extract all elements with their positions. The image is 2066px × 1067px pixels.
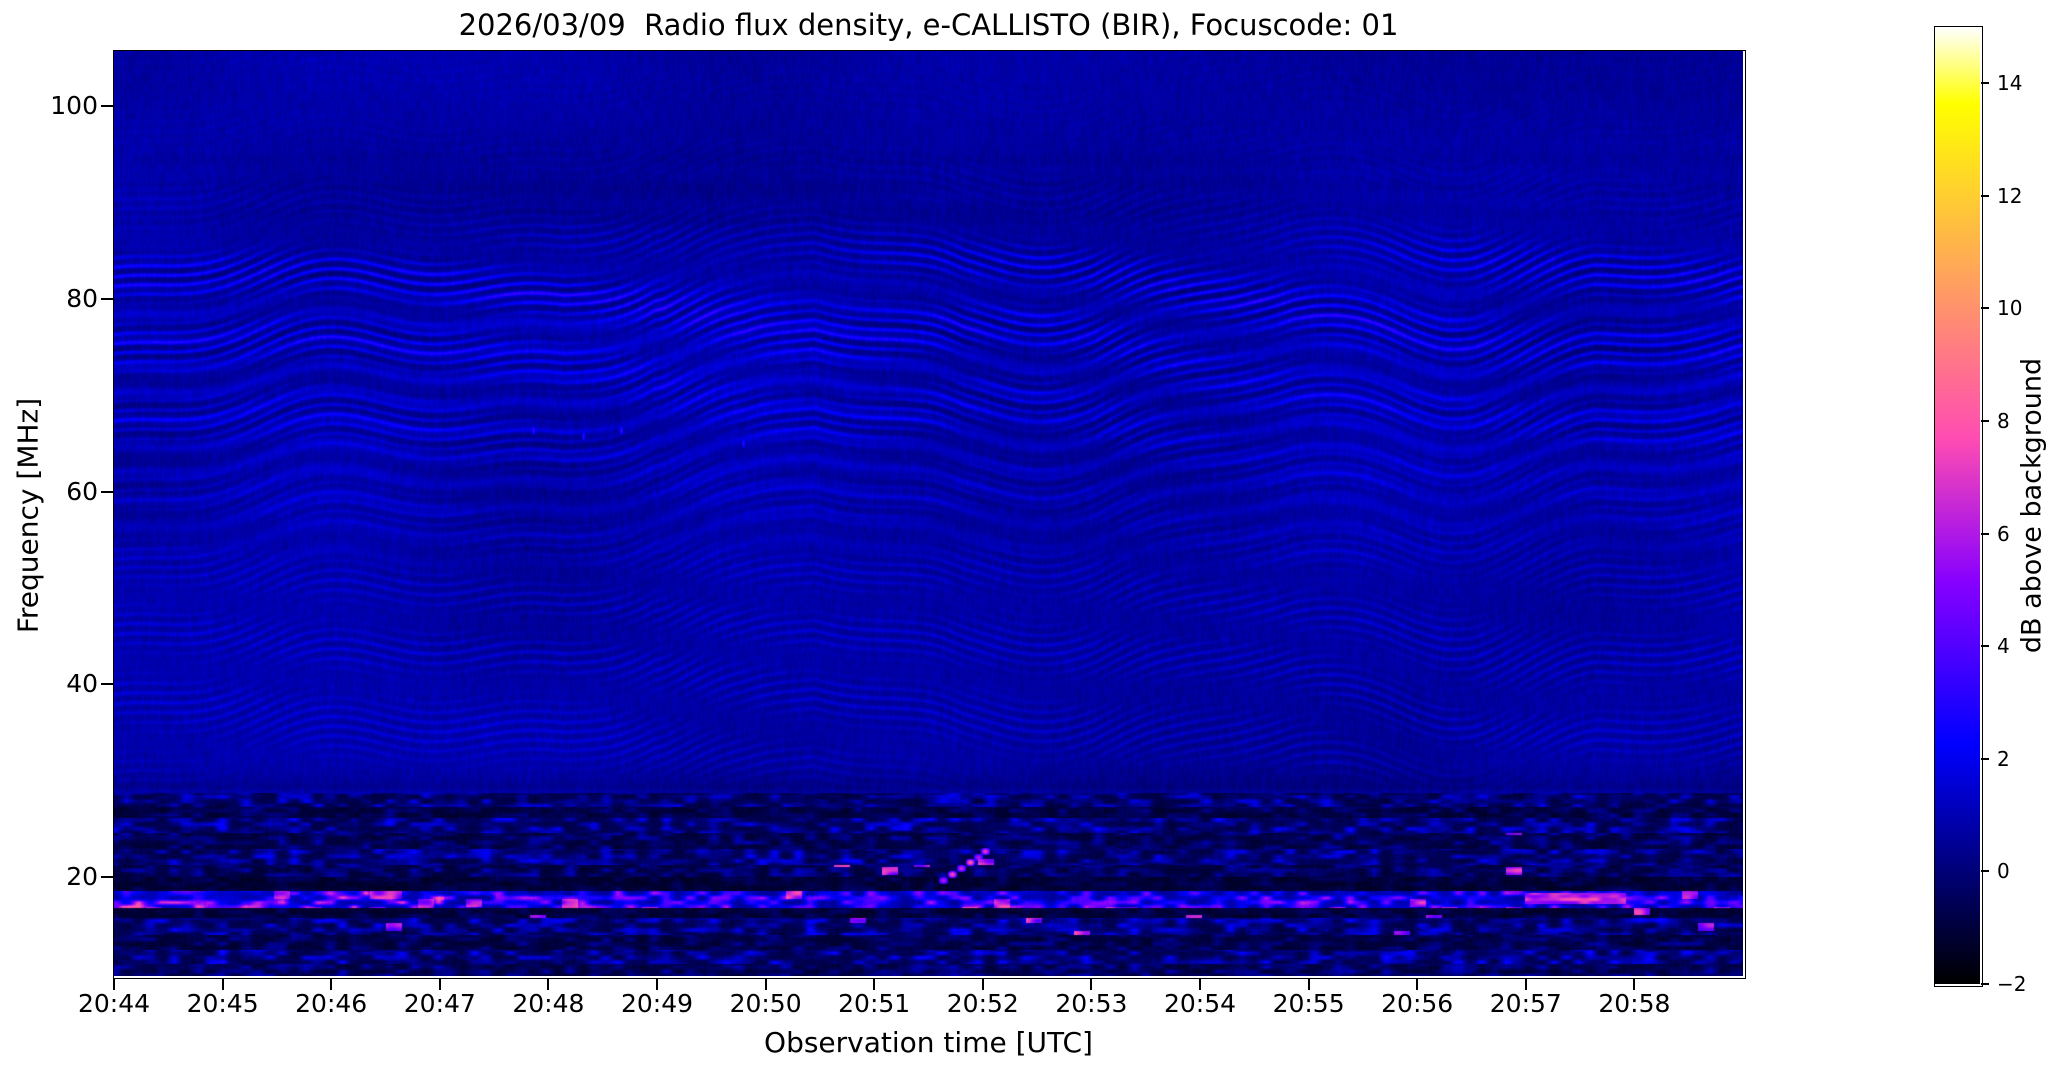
x-tick-mark	[1307, 978, 1310, 990]
y-tick-label: 80	[66, 283, 98, 313]
colorbar-tick-label: 6	[1997, 521, 2010, 546]
colorbar-tick-mark	[1981, 757, 1989, 760]
x-tick-label: 20:55	[1272, 989, 1345, 1018]
colorbar-tick-mark	[1981, 870, 1989, 873]
colorbar-tick-mark	[1981, 307, 1989, 310]
x-tick-label: 20:45	[186, 989, 259, 1018]
colorbar-tick-label: 0	[1997, 859, 2010, 884]
x-tick-label: 20:50	[729, 989, 802, 1018]
colorbar-tick-mark	[1981, 645, 1989, 648]
x-tick-mark	[1199, 978, 1201, 990]
x-tick-label: 20:54	[1163, 989, 1237, 1018]
x-axis-label: Observation time [UTC]	[764, 1026, 1093, 1059]
colorbar-tick-label: 12	[1997, 183, 2023, 208]
x-tick-mark	[1633, 978, 1636, 990]
plot-title: 2026/03/09 Radio flux density, e-CALLIST…	[458, 8, 1399, 42]
colorbar-tick-label: 8	[1997, 409, 2010, 434]
colorbar-tick-label: −2	[1997, 972, 2027, 996]
y-tick-mark	[101, 683, 113, 686]
x-tick-mark	[873, 978, 876, 990]
y-tick-mark	[101, 297, 113, 300]
x-tick-mark	[438, 978, 441, 990]
x-tick-label: 20:51	[838, 989, 911, 1018]
x-tick-mark	[547, 978, 550, 990]
colorbar-label: dB above background	[2016, 357, 2048, 654]
x-tick-mark	[330, 978, 333, 990]
x-tick-label: 20:56	[1381, 989, 1454, 1018]
x-tick-label: 20:44	[77, 989, 151, 1018]
colorbar-frame	[1934, 26, 1983, 987]
x-tick-label: 20:47	[403, 989, 476, 1018]
x-tick-mark	[1090, 978, 1093, 990]
x-tick-label: 20:46	[295, 989, 368, 1018]
y-tick-label: 20	[66, 862, 98, 891]
y-tick-label: 40	[66, 669, 98, 699]
colorbar-tick-label: 14	[1997, 71, 2023, 96]
x-tick-mark	[221, 978, 224, 990]
y-axis-label: Frequency [MHz]	[11, 397, 45, 634]
y-tick-label: 100	[50, 91, 98, 120]
x-tick-mark	[981, 978, 984, 990]
spectrogram-frame	[113, 50, 1746, 979]
x-tick-label: 20:58	[1598, 989, 1671, 1018]
y-tick-label: 60	[66, 476, 98, 506]
spectrogram-canvas	[114, 51, 1743, 976]
x-tick-mark	[1524, 978, 1527, 990]
y-tick-mark	[101, 876, 113, 878]
x-tick-mark	[764, 978, 767, 990]
colorbar-tick-mark	[1981, 420, 1989, 423]
y-tick-mark	[101, 490, 113, 493]
x-tick-mark	[113, 978, 115, 990]
colorbar-gradient	[1935, 27, 1980, 984]
colorbar-tick-label: 2	[1997, 746, 2010, 771]
colorbar-tick-mark	[1981, 983, 1989, 985]
colorbar-tick-mark	[1981, 532, 1989, 535]
x-tick-label: 20:53	[1055, 989, 1128, 1018]
colorbar-tick-label: 4	[1997, 634, 2010, 659]
colorbar-tick-label: 10	[1997, 296, 2023, 321]
colorbar-tick-mark	[1981, 194, 1989, 197]
x-tick-label: 20:48	[512, 989, 585, 1018]
y-tick-mark	[101, 105, 113, 107]
x-tick-label: 20:52	[946, 989, 1019, 1018]
colorbar-tick-mark	[1981, 82, 1989, 85]
x-tick-mark	[656, 978, 658, 990]
x-tick-mark	[1416, 978, 1419, 990]
x-tick-label: 20:57	[1489, 989, 1562, 1018]
x-tick-label: 20:49	[620, 989, 694, 1018]
